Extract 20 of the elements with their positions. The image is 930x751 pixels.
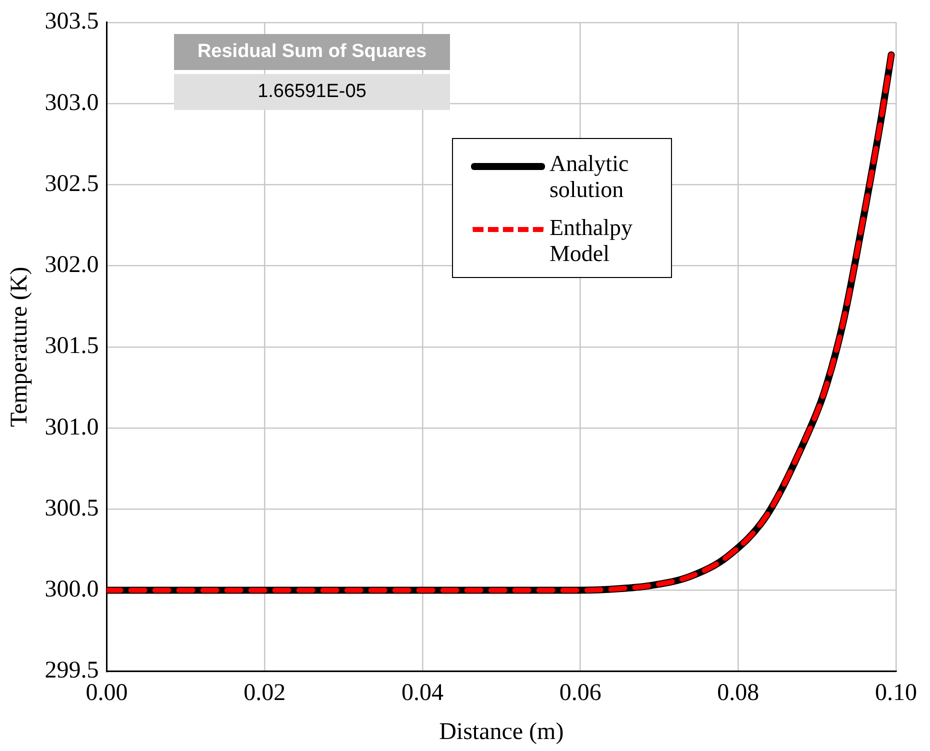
y-tick-label: 300.0 <box>44 576 99 603</box>
legend-label: Analytic solution <box>549 151 630 204</box>
x-axis-title: Distance (m) <box>439 718 564 745</box>
y-tick-label: 300.5 <box>44 495 99 522</box>
x-tick-label: 0.02 <box>244 680 286 706</box>
x-tick-label: 0.08 <box>717 680 760 706</box>
stats-table: Residual Sum of Squares 1.66591E-05 <box>174 34 450 110</box>
y-tick-label: 303.5 <box>44 8 99 35</box>
y-tick-label: 302.5 <box>44 170 99 197</box>
y-tick-label: 301.0 <box>44 414 99 440</box>
x-tick-label: 0.10 <box>875 680 917 706</box>
annotation: 1.66591E-05 <box>174 74 450 110</box>
y-axis-title: Temperature (K) <box>6 266 33 428</box>
x-tick-label: 0.06 <box>559 680 602 706</box>
annotation: Residual Sum of Squares <box>174 34 450 70</box>
y-tick-label: 302.0 <box>44 252 99 278</box>
y-tick-label: 303.0 <box>44 90 99 116</box>
y-tick-label: 301.5 <box>44 333 99 360</box>
x-tick-label: 0.04 <box>401 680 444 706</box>
legend-label: Enthalpy Model <box>549 215 634 268</box>
